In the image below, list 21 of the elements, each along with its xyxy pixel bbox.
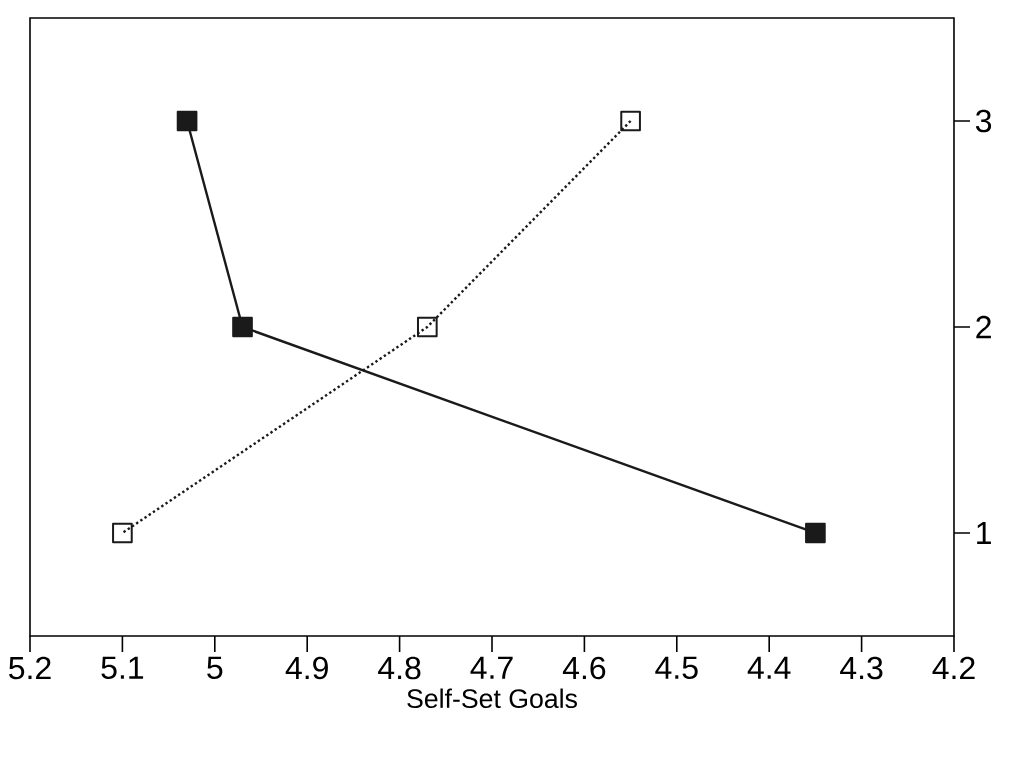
- x-tick-label: 4.3: [840, 656, 883, 680]
- y-tick-label: 3: [975, 109, 992, 133]
- y-tick-label: 2: [976, 315, 991, 339]
- x-tick-label: 4.7: [470, 656, 513, 679]
- x-tick-label: 4.9: [285, 656, 328, 680]
- x-tick-label: 4.8: [378, 656, 421, 680]
- x-tick-label: 5.2: [9, 656, 51, 680]
- x-tick-label: 5.1: [101, 656, 144, 680]
- x-tick-label: 4.5: [655, 656, 698, 680]
- x-tick-label: 4.6: [562, 656, 606, 680]
- y-tick-label: 1: [977, 521, 991, 544]
- x-tick-label: 5: [207, 656, 223, 680]
- point: [176, 110, 198, 132]
- point: [112, 522, 133, 544]
- x-tick-label: 4.2: [932, 656, 975, 680]
- x-tick-label: 4.4: [747, 656, 791, 679]
- x-axis-title: Self-Set Goals: [407, 688, 577, 709]
- point: [416, 316, 438, 338]
- point: [232, 316, 253, 338]
- point: [805, 522, 826, 544]
- point: [620, 110, 641, 132]
